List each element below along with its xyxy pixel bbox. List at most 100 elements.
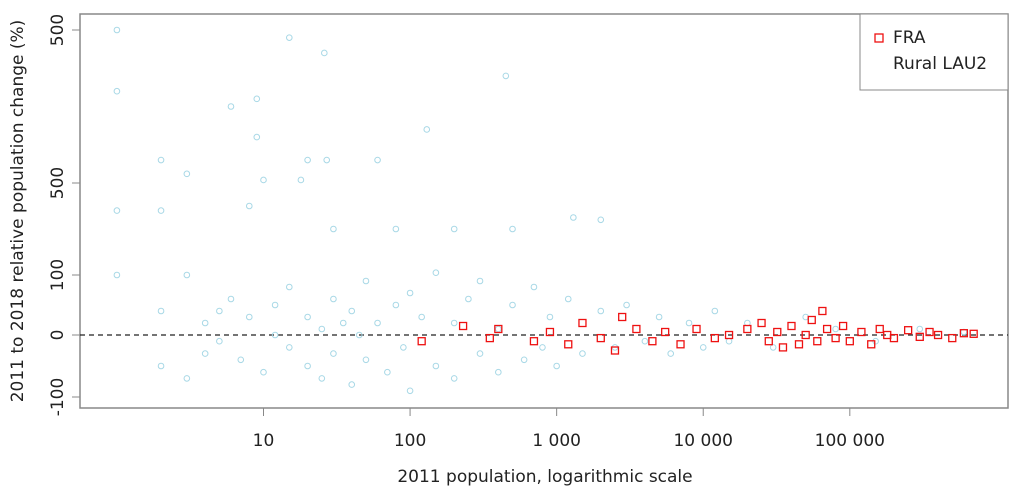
- point: [807, 315, 816, 325]
- point: [417, 337, 426, 346]
- point: [916, 325, 924, 333]
- point: [374, 156, 381, 164]
- point: [822, 324, 832, 334]
- y-tick-label: 500: [48, 14, 68, 46]
- point: [485, 333, 494, 343]
- point: [667, 350, 675, 357]
- y-tick-label: -100: [48, 378, 68, 417]
- point: [831, 333, 840, 343]
- point: [743, 324, 752, 334]
- point: [330, 295, 337, 303]
- point: [933, 330, 943, 340]
- point: [959, 329, 969, 338]
- point: [546, 313, 554, 321]
- point: [564, 295, 572, 303]
- point: [495, 325, 502, 333]
- point: [545, 327, 555, 337]
- point: [465, 295, 472, 303]
- point: [392, 225, 400, 233]
- point: [692, 324, 701, 334]
- point: [113, 26, 121, 34]
- point: [838, 321, 848, 331]
- point: [597, 216, 605, 224]
- point: [318, 325, 326, 333]
- point: [355, 331, 363, 339]
- point: [304, 362, 311, 370]
- point: [157, 307, 165, 315]
- point: [253, 95, 261, 103]
- point: [374, 319, 381, 327]
- point: [778, 343, 788, 352]
- point: [297, 176, 305, 184]
- point: [476, 350, 484, 357]
- point: [253, 133, 261, 141]
- plot-frame: [79, 13, 1009, 409]
- point: [597, 307, 605, 315]
- point: [458, 321, 468, 331]
- point: [406, 289, 414, 297]
- y-tick-label: 100: [48, 259, 68, 291]
- point: [610, 346, 620, 355]
- point: [157, 156, 165, 164]
- point: [362, 277, 370, 285]
- point: [699, 344, 707, 351]
- point: [216, 307, 223, 315]
- y-tick-label: 0: [48, 330, 68, 341]
- point: [348, 307, 356, 315]
- point: [260, 368, 267, 376]
- point: [432, 269, 440, 277]
- point: [450, 225, 458, 233]
- point: [237, 356, 245, 364]
- point: [757, 318, 766, 328]
- point: [520, 356, 528, 364]
- point: [495, 368, 502, 376]
- point: [201, 319, 209, 327]
- point: [832, 325, 839, 333]
- point: [406, 387, 414, 395]
- point: [711, 307, 719, 315]
- point: [724, 330, 734, 340]
- point: [157, 362, 165, 370]
- point: [304, 313, 311, 321]
- point: [418, 313, 425, 321]
- x-tick-label: 100: [394, 431, 426, 451]
- point: [564, 340, 573, 349]
- point: [157, 207, 165, 214]
- point: [245, 202, 253, 210]
- point: [245, 313, 253, 321]
- point: [539, 344, 546, 351]
- point: [286, 34, 293, 41]
- point: [362, 356, 370, 364]
- point: [227, 103, 235, 110]
- point: [260, 176, 267, 184]
- x-axis-label: 2011 population, logarithmic scale: [397, 467, 692, 487]
- point: [509, 301, 516, 309]
- legend-label: FRA: [893, 28, 926, 48]
- point: [113, 271, 121, 279]
- point: [915, 332, 924, 342]
- point: [348, 381, 356, 388]
- point: [502, 72, 510, 80]
- point: [570, 214, 577, 221]
- point: [400, 344, 407, 351]
- point: [183, 375, 191, 382]
- point: [596, 333, 605, 343]
- point: [845, 337, 854, 346]
- x-tick-label: 100 000: [815, 431, 885, 451]
- point: [432, 362, 440, 370]
- point: [530, 283, 538, 291]
- point: [632, 324, 641, 334]
- point: [330, 350, 337, 357]
- point: [578, 318, 587, 328]
- point: [216, 337, 223, 345]
- point: [392, 301, 400, 309]
- point: [553, 362, 560, 370]
- point: [321, 49, 328, 57]
- point: [710, 333, 719, 343]
- point: [857, 327, 866, 337]
- point: [764, 337, 773, 346]
- point: [509, 225, 516, 233]
- point: [867, 340, 876, 349]
- point: [813, 337, 822, 346]
- x-tick-label: 10: [253, 431, 275, 451]
